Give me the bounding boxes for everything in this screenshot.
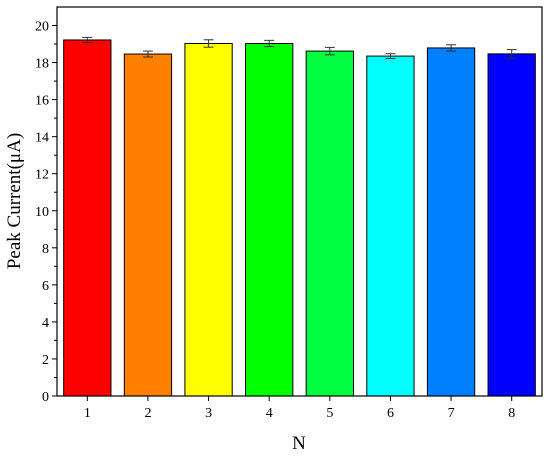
bar-2	[123, 53, 173, 397]
y-tick-label-2: 2	[42, 353, 49, 368]
x-tick-label-1: 1	[84, 406, 91, 421]
bar-3	[184, 42, 233, 397]
bar-5	[305, 50, 354, 397]
y-tick-label-8: 8	[42, 242, 49, 257]
bar-8	[487, 53, 536, 397]
bar-4	[245, 42, 294, 397]
plot-area	[63, 36, 536, 397]
y-tick-label-12: 12	[35, 168, 49, 183]
x-tick-label-3: 3	[205, 406, 212, 421]
x-tick-label-5: 5	[326, 406, 333, 421]
plot-frame	[56, 6, 543, 397]
y-tick-label-0: 0	[42, 390, 49, 405]
bar-7	[426, 47, 476, 397]
x-tick-label-4: 4	[266, 406, 273, 421]
y-tick-label-18: 18	[35, 57, 49, 72]
bar-1	[63, 39, 112, 397]
y-tick-label-10: 10	[35, 205, 49, 220]
y-tick-label-16: 16	[35, 94, 49, 109]
x-tick-label-7: 7	[448, 406, 455, 421]
x-axis-label: N	[292, 433, 306, 454]
y-tick-label-20: 20	[35, 20, 49, 35]
x-tick-label-2: 2	[144, 406, 151, 421]
y-tick-label-4: 4	[42, 316, 49, 331]
bar-6	[366, 55, 415, 397]
x-tick-label-6: 6	[387, 406, 394, 421]
y-tick-label-6: 6	[42, 279, 49, 294]
y-axis-label: Peak Current(μA)	[4, 133, 25, 269]
x-tick-label-8: 8	[508, 406, 515, 421]
y-tick-label-14: 14	[35, 131, 49, 146]
